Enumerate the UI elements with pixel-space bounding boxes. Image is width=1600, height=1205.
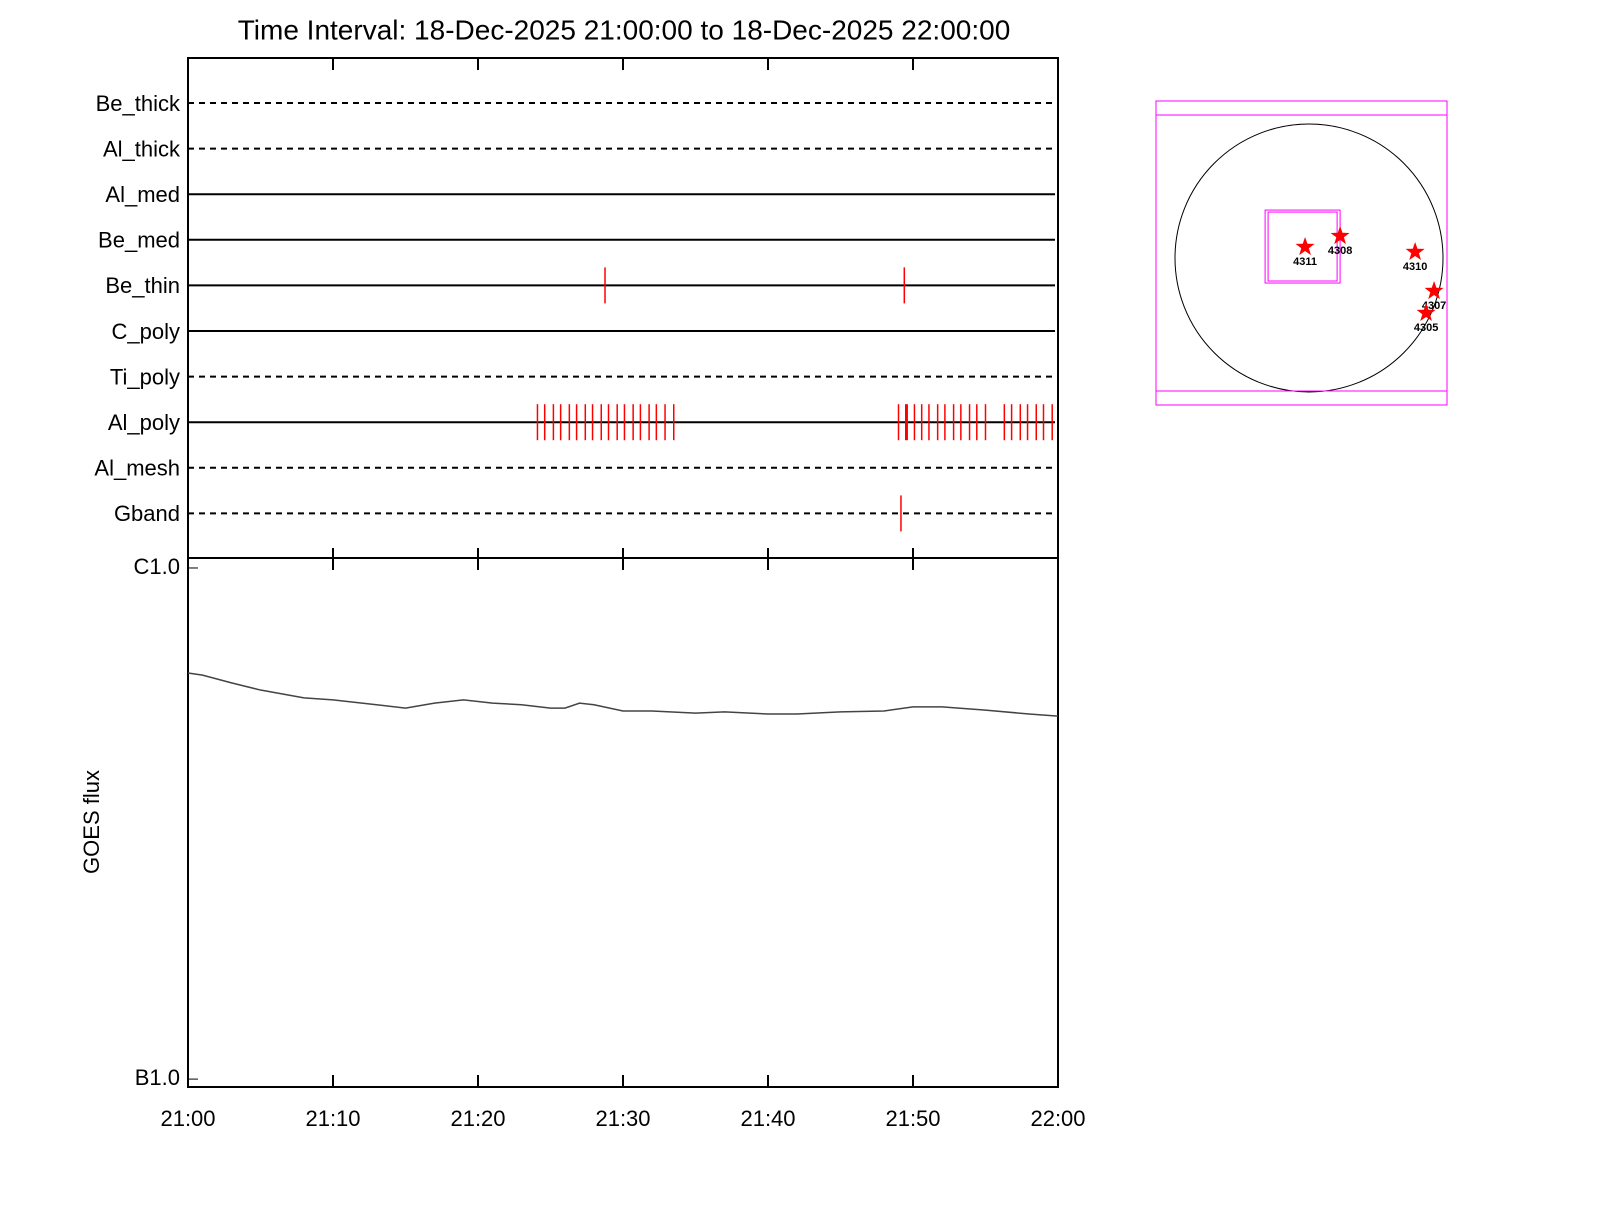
chart-title: Time Interval: 18-Dec-2025 21:00:00 to 1… [238,14,1011,45]
timeline-frame [187,57,1059,559]
solar-disk [1174,123,1444,393]
region-label: 4311 [1293,256,1317,268]
row-label: Ti_poly [110,364,180,389]
row-label: Al_med [105,182,180,207]
row-label: Be_thick [96,91,181,116]
row-label: Be_med [98,228,180,253]
region-label: 4308 [1328,245,1352,257]
region-label: 4305 [1414,322,1438,334]
row-label: Al_mesh [94,456,180,481]
fov-box-inner [1267,211,1338,282]
x-tick-label: 21:00 [160,1106,215,1131]
row-label: Al_poly [108,410,180,435]
x-tick-label: 21:10 [305,1106,360,1131]
x-tick-label: 22:00 [1030,1106,1085,1131]
x-tick-label: 21:40 [740,1106,795,1131]
row-label: Gband [114,501,180,526]
y-axis-label: GOES flux [79,770,104,874]
goes-curve [187,672,1059,717]
x-tick-label: 21:30 [595,1106,650,1131]
active-region [1424,280,1444,300]
y-tick-label: C1.0 [134,554,180,579]
x-tick-label: 21:20 [450,1106,505,1131]
y-tick-label: B1.0 [135,1065,180,1090]
active-region [1330,226,1350,245]
active-region [1295,237,1315,256]
active-region [1405,241,1425,261]
row-label: Al_thick [103,136,181,161]
row-label: Be_thin [105,273,180,298]
active-region [1416,302,1436,322]
row-label: C_poly [112,319,180,344]
fov-box [1264,209,1341,284]
region-label: 4310 [1403,261,1427,273]
goes-frame [187,557,1059,1088]
x-tick-label: 21:50 [885,1106,940,1131]
fov-outer [1155,100,1448,406]
